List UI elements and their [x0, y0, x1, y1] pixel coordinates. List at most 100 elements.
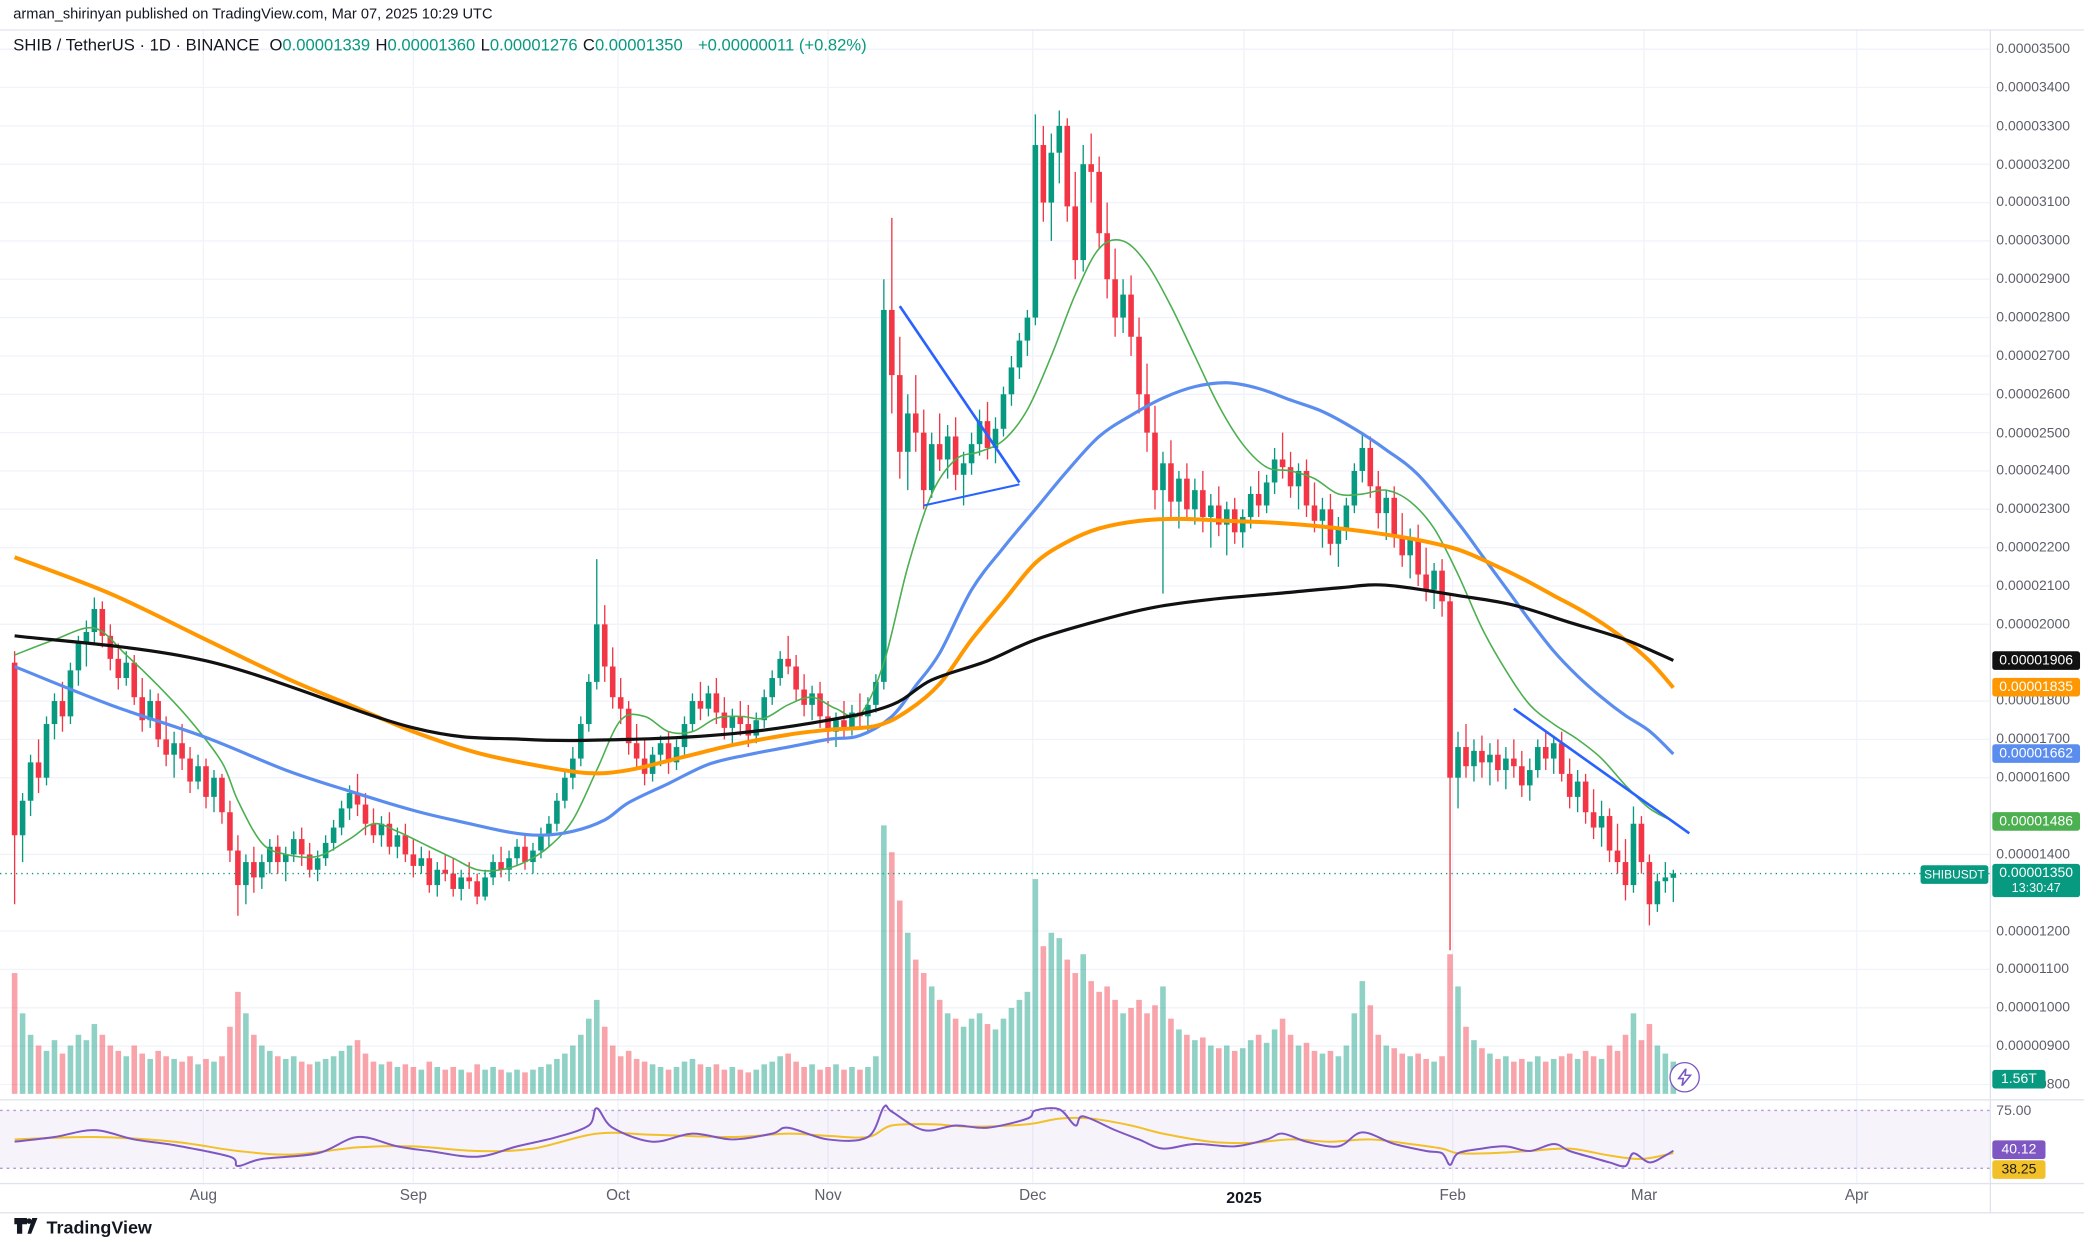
volume-bar — [1527, 1061, 1533, 1094]
footer[interactable]: TradingView — [13, 1216, 152, 1239]
candle-body — [11, 662, 18, 836]
candle-body — [1024, 317, 1031, 341]
candle-body — [593, 624, 600, 682]
trendline[interactable] — [923, 483, 1020, 507]
trendline[interactable] — [898, 305, 1021, 484]
price-axis-label: 0.00002100 — [1996, 578, 2071, 594]
volume-bar — [1622, 1034, 1629, 1094]
volume-bar — [849, 1067, 855, 1094]
volume-bar — [522, 1072, 528, 1094]
volume-bar — [91, 1024, 98, 1094]
candle-body — [370, 823, 377, 836]
candle-body — [330, 827, 337, 843]
volume-bar — [346, 1045, 353, 1094]
ohlc-token: O0.00001339 — [269, 36, 370, 55]
candle-body — [211, 777, 217, 797]
volume-bar — [1215, 1048, 1222, 1094]
volume-bar — [506, 1072, 512, 1094]
candle-body — [570, 758, 576, 778]
trendline[interactable] — [1513, 707, 1691, 835]
candle-body — [681, 724, 688, 748]
symbol-price-tag: SHIBUSDT — [1920, 865, 1989, 884]
candle-body — [825, 716, 831, 732]
flash-icon-button[interactable] — [1669, 1061, 1700, 1093]
candle-body — [267, 846, 273, 863]
volume-bar — [761, 1064, 768, 1094]
price-axis-label: 0.00002200 — [1996, 539, 2071, 556]
candle-body — [139, 697, 146, 721]
volume-bar — [1192, 1040, 1198, 1094]
volume-bar — [857, 1069, 863, 1094]
volume-bar — [67, 1045, 74, 1094]
candle-body — [346, 793, 353, 809]
candle-body — [625, 708, 632, 744]
candle-body — [1096, 171, 1102, 234]
volume-bar — [155, 1050, 161, 1094]
last-price-value: 0.00001350 — [1999, 865, 2074, 882]
candle-body — [1176, 478, 1182, 502]
volume-bar — [1200, 1037, 1206, 1094]
volume-bar — [1495, 1058, 1501, 1094]
candle-body — [27, 762, 34, 801]
volume-bar — [562, 1053, 568, 1094]
volume-bar — [960, 1026, 967, 1094]
volume-bar — [1223, 1045, 1230, 1094]
candle-body — [235, 850, 241, 886]
volume-bar — [386, 1061, 393, 1094]
volume-bar — [689, 1058, 696, 1094]
price-axis-label: 0.00000900 — [1996, 1038, 2071, 1055]
candle-body — [1223, 509, 1230, 525]
candle-body — [801, 689, 807, 705]
candle-body — [609, 666, 616, 698]
volume-bar — [35, 1045, 42, 1094]
price-axis-label: 0.00003100 — [1996, 194, 2071, 211]
volume-bar — [1399, 1053, 1405, 1094]
volume-bar — [306, 1064, 313, 1094]
candle-body — [1271, 459, 1278, 483]
chart-legend: SHIB / TetherUS · 1D · BINANCE O0.000013… — [13, 36, 866, 55]
candle-body — [338, 808, 345, 828]
candle-body — [1343, 505, 1350, 529]
volume-bar — [681, 1061, 688, 1094]
volume-bar — [904, 932, 911, 1094]
candle-body — [1391, 497, 1398, 537]
volume-bar — [1176, 1029, 1182, 1094]
candle-body — [1471, 750, 1477, 767]
price-axis-label: 0.00001700 — [1996, 731, 2071, 748]
volume-bar — [1375, 1034, 1382, 1094]
volume-badge: 1.56T — [1992, 1069, 2046, 1089]
candle-body — [753, 720, 760, 736]
price-axis-label: 0.00001800 — [1996, 693, 2071, 709]
volume-bar — [1088, 981, 1094, 1094]
candle-body — [1200, 490, 1206, 517]
volume-bar — [442, 1069, 449, 1094]
candle-body — [1614, 850, 1621, 863]
candle-body — [673, 747, 680, 763]
candle-body — [314, 858, 321, 870]
volume-bar — [1048, 932, 1055, 1094]
volume-bar — [1606, 1045, 1613, 1094]
ohlc-value: 0.00001360 — [387, 35, 476, 55]
candle-body — [936, 444, 943, 460]
rsi-line — [14, 1104, 1674, 1168]
volume-bar — [434, 1067, 441, 1094]
volume-bar — [1008, 1007, 1015, 1094]
volume-bar — [410, 1067, 417, 1094]
candle-body — [59, 701, 66, 717]
candle-body — [1638, 823, 1645, 863]
volume-bar — [139, 1053, 146, 1094]
volume-bar — [171, 1058, 177, 1094]
candle-body — [841, 720, 847, 728]
ma-green-badge: 0.00001486 — [1992, 812, 2081, 831]
last-price-badge: 0.00001350 13:30:47 — [1992, 864, 2081, 898]
chart-canvas[interactable] — [0, 29, 1990, 1183]
candle-body — [219, 777, 225, 813]
ma-black-badge: 0.00001906 — [1992, 651, 2081, 670]
volume-bar — [633, 1058, 640, 1094]
candle-body — [394, 835, 401, 847]
candle-body — [952, 436, 959, 475]
candle-body — [179, 743, 185, 759]
rsi-value-badge: 40.12 — [1992, 1140, 2046, 1159]
volume-bar — [458, 1069, 464, 1094]
time-axis-label: Apr — [1844, 1188, 1869, 1205]
